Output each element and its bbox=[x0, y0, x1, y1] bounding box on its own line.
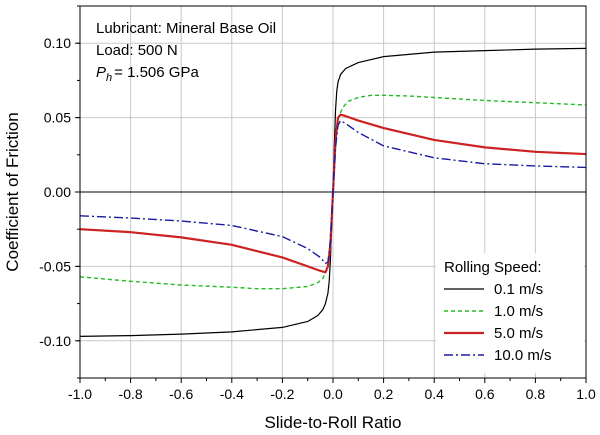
axis-ticks bbox=[75, 5, 587, 383]
x-tick-label: 0.8 bbox=[526, 386, 546, 402]
y-tick-label: 0.05 bbox=[44, 110, 71, 126]
annotation-pressure: Ph = 1.506 GPa bbox=[96, 64, 199, 84]
y-tick-label: -0.10 bbox=[39, 333, 71, 349]
legend-label-3: 5.0 m/s bbox=[494, 325, 543, 342]
annotation-pressure-sub: h bbox=[106, 72, 112, 84]
x-tick-label: 0.6 bbox=[475, 386, 495, 402]
series-line-4 bbox=[79, 119, 587, 265]
legend: Rolling Speed: 0.1 m/s 1.0 m/s 5.0 m/s 10.0… bbox=[436, 253, 584, 373]
annotation-pressure-value: = 1.506 GPa bbox=[114, 64, 199, 81]
x-tick-label: 0.0 bbox=[323, 386, 343, 402]
legend-title: Rolling Speed: bbox=[444, 259, 542, 276]
legend-label-4: 10.0 m/s bbox=[494, 347, 552, 364]
legend-label-1: 0.1 m/s bbox=[494, 281, 543, 298]
x-tick-label: -1.0 bbox=[68, 386, 92, 402]
x-tick-label: 0.4 bbox=[424, 386, 444, 402]
annotation-load: Load: 500 N bbox=[96, 42, 178, 59]
series-layer bbox=[79, 47, 587, 337]
y-tick-label: -0.05 bbox=[39, 258, 71, 274]
annotation-pressure-symbol: P bbox=[96, 64, 106, 81]
y-tick-label: 0.10 bbox=[44, 35, 71, 51]
x-tick-label: 0.2 bbox=[374, 386, 394, 402]
x-tick-label: -0.6 bbox=[169, 386, 193, 402]
legend-label-2: 1.0 m/s bbox=[494, 303, 543, 320]
x-tick-label: -0.2 bbox=[270, 386, 294, 402]
legend-background bbox=[436, 253, 584, 373]
x-tick-label: 1.0 bbox=[576, 386, 596, 402]
y-axis-label: Coefficient of Friction bbox=[3, 112, 22, 271]
annotation-lubricant: Lubricant: Mineral Base Oil bbox=[96, 20, 276, 37]
annotation-box: Lubricant: Mineral Base Oil Load: 500 N … bbox=[96, 20, 276, 84]
x-tick-label: -0.8 bbox=[119, 386, 143, 402]
x-axis-label: Slide-to-Roll Ratio bbox=[265, 413, 402, 432]
y-tick-label: 0.00 bbox=[44, 184, 71, 200]
x-tick-label: -0.4 bbox=[220, 386, 244, 402]
